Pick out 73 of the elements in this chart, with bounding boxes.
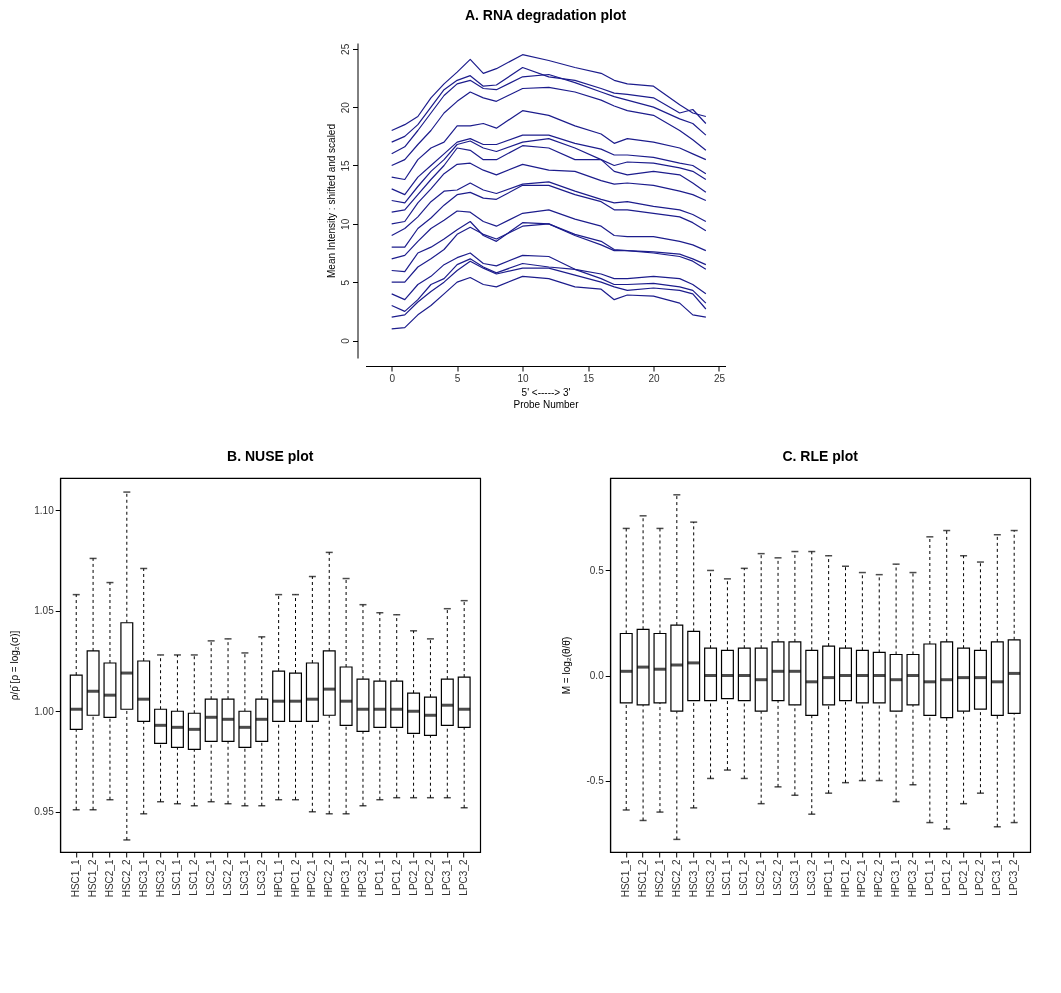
x-tick-label: LPC3_1 xyxy=(991,859,1003,896)
x-tick-label: LSC2_1 xyxy=(755,859,767,896)
y-tick-label: 20 xyxy=(340,101,351,114)
x-tick-label: LSC3_1 xyxy=(238,859,250,896)
x-tick-label: LSC1_2 xyxy=(188,859,200,896)
x-tick-label: HPC1_1 xyxy=(272,859,284,898)
x-tick-label: HPC1_2 xyxy=(289,859,301,898)
x-tick-label: HPC2_2 xyxy=(323,859,335,898)
x-tick-label: HSC2_2 xyxy=(670,859,682,898)
x-tick-label: HSC1_2 xyxy=(87,859,99,898)
y-tick-label: 1.05 xyxy=(34,605,55,617)
y-axis-title: ρ/ρ̄ [ρ = log₂(σ)] xyxy=(9,630,21,701)
x-tick-label: LPC1_2 xyxy=(940,859,952,896)
x-tick-label: HSC1_1 xyxy=(70,859,82,898)
x-tick-label: HPC3_1 xyxy=(890,859,902,898)
x-tick-label: HPC3_1 xyxy=(340,859,352,898)
x-tick-label: 25 xyxy=(713,372,726,384)
x-tick-label: HPC1_2 xyxy=(839,859,851,898)
x-tick-label: 5 xyxy=(454,372,461,384)
x-tick-label: LSC3_2 xyxy=(805,859,817,896)
x-tick-label: 10 xyxy=(517,372,530,384)
y-tick-label: 0 xyxy=(340,337,351,344)
x-tick-label: LPC2_1 xyxy=(407,859,419,896)
y-tick-label: 10 xyxy=(340,218,351,230)
x-tick-label: HSC1_2 xyxy=(637,859,649,898)
x-tick-label: LPC3_2 xyxy=(458,859,470,896)
x-tick-label: HSC3_2 xyxy=(154,859,166,898)
x-tick-label: LSC3_2 xyxy=(255,859,267,896)
x-tick-label: LPC1_1 xyxy=(923,859,935,896)
y-tick-label: 1.00 xyxy=(34,705,55,717)
x-tick-label: HPC2_2 xyxy=(873,859,885,898)
x-tick-label: LPC1_2 xyxy=(390,859,402,896)
x-tick-label: LPC2_1 xyxy=(957,859,969,896)
y-tick-label: 0.5 xyxy=(589,564,605,576)
y-tick-label: -0.5 xyxy=(586,775,605,787)
x-tick-label: LPC3_1 xyxy=(441,859,453,896)
y-tick-label: 1.10 xyxy=(34,504,55,516)
x-tick-label: LPC3_2 xyxy=(1008,859,1020,896)
x-tick-label: LSC3_1 xyxy=(788,859,800,896)
x-tick-label: LPC2_2 xyxy=(424,859,436,896)
x-tick-label: LSC2_1 xyxy=(205,859,217,896)
y-tick-label: 0.0 xyxy=(589,670,605,682)
x-tick-label: HSC2_1 xyxy=(103,859,115,898)
x-tick-label: HSC3_2 xyxy=(704,859,716,898)
y-axis-title: M = log₂(θ/θ̄) xyxy=(561,636,573,695)
x-tick-label: LSC1_2 xyxy=(738,859,750,896)
x-tick-label: LPC2_2 xyxy=(974,859,986,896)
chart-title: A. RNA degradation plot xyxy=(464,7,627,23)
x-tick-label: LSC2_2 xyxy=(772,859,784,896)
x-tick-label: 20 xyxy=(648,372,660,384)
x-tick-label: HSC2_2 xyxy=(120,859,132,898)
x-tick-label: HSC3_1 xyxy=(137,859,149,898)
x-tick-label: HSC2_1 xyxy=(653,859,665,898)
y-axis-title: Mean Intensity : shifted and scaled xyxy=(326,124,337,278)
x-tick-label: LSC2_2 xyxy=(222,859,234,896)
x-tick-label: HPC3_2 xyxy=(356,859,368,898)
x-tick-label: HSC3_1 xyxy=(687,859,699,898)
y-tick-label: 15 xyxy=(340,160,351,172)
y-tick-label: 25 xyxy=(340,43,351,55)
x-tick-label: HPC3_2 xyxy=(906,859,918,898)
y-tick-label: 0.95 xyxy=(34,806,55,818)
x-tick-label: HPC2_1 xyxy=(306,859,318,898)
x-tick-label: LSC1_1 xyxy=(171,859,183,896)
chart-title: C. RLE plot xyxy=(782,448,859,464)
x-tick-label: HSC1_1 xyxy=(620,859,632,898)
x-axis-title: 5' <-----> 3' Probe Number xyxy=(513,386,580,410)
x-tick-label: LSC1_1 xyxy=(721,859,733,896)
x-tick-label: HPC1_1 xyxy=(822,859,834,898)
chart-title: B. NUSE plot xyxy=(227,448,314,464)
x-tick-label: LPC1_1 xyxy=(373,859,385,896)
x-tick-label: HPC2_1 xyxy=(856,859,868,898)
x-tick-label: 0 xyxy=(389,372,396,384)
y-tick-label: 5 xyxy=(340,279,351,286)
